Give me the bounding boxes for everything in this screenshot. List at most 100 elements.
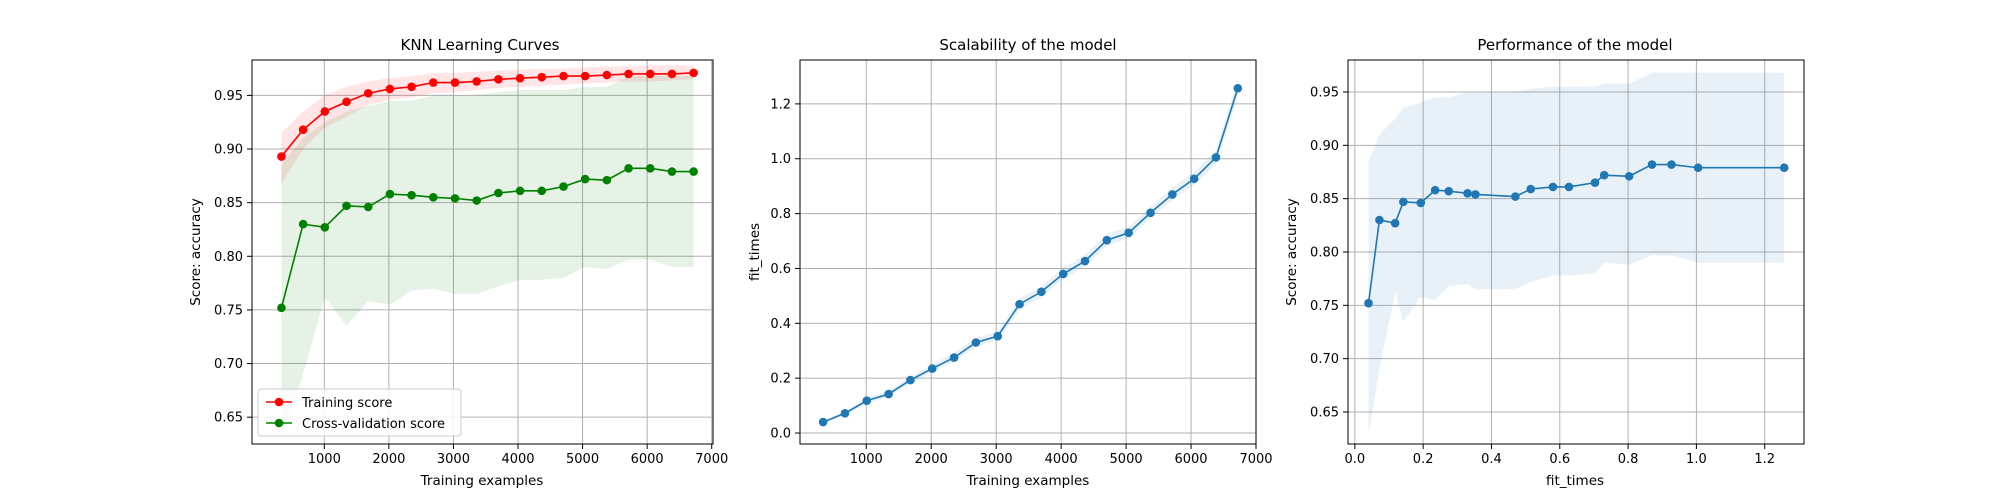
data-point	[277, 152, 286, 161]
x-axis-label: Training examples	[420, 473, 544, 489]
grid	[1348, 60, 1804, 444]
data-point	[971, 338, 981, 347]
data-point	[949, 353, 959, 362]
data-point	[559, 182, 568, 191]
x-tick-label: 1000	[308, 452, 341, 467]
y-tick-label: 1.2	[770, 97, 791, 112]
x-tick-label: 0.6	[1549, 452, 1570, 467]
data-point	[515, 186, 525, 196]
y-ticks: 0.65 0.70 0.75 0.80 0.85 0.90 0.95	[214, 89, 252, 426]
x-tick-label: 6000	[631, 452, 664, 467]
y-tick-label: 0.95	[214, 89, 243, 104]
series-lines	[822, 88, 1239, 423]
grid	[252, 60, 713, 444]
y-tick-label: 0.85	[214, 196, 243, 211]
series-line	[822, 88, 1239, 423]
data-point	[689, 68, 698, 78]
legend-marker-cross-validation	[274, 418, 284, 428]
data-point	[1624, 171, 1634, 181]
data-point	[1590, 178, 1600, 187]
panel-knn-learning-curves: KNN Learning Curves 1000 2000 3000 4000 5000…	[188, 36, 728, 489]
data-point	[624, 69, 633, 79]
legend: Training score Cross-validation score	[257, 388, 462, 437]
data-point	[993, 331, 1003, 341]
y-axis-label: fit_times	[747, 223, 763, 281]
y-tick-label: 0.70	[214, 357, 243, 372]
x-tick-label: 3000	[980, 452, 1013, 467]
data-point	[906, 375, 915, 385]
data-point	[1463, 189, 1472, 198]
data-point	[840, 408, 850, 418]
y-tick-label: 0.80	[1310, 246, 1339, 261]
x-tick-label: 0.2	[1413, 452, 1434, 467]
series-points	[818, 83, 1243, 427]
data-point	[1564, 182, 1574, 192]
data-point	[1779, 163, 1789, 173]
x-tick-label: 6000	[1174, 452, 1207, 467]
data-point	[1364, 298, 1373, 308]
error-band	[281, 76, 694, 439]
x-tick-label: 0.0	[1344, 452, 1365, 467]
data-point	[1390, 218, 1400, 228]
panel-scalability: Scalability of the model 1000 2000 3000 400…	[747, 36, 1273, 489]
data-point	[1526, 184, 1536, 194]
data-point	[580, 174, 590, 184]
data-point	[1511, 192, 1520, 201]
y-tick-label: 0.0	[770, 427, 791, 442]
data-point	[298, 125, 308, 135]
error-band	[1368, 72, 1785, 434]
y-tick-label: 0.75	[214, 303, 243, 318]
data-point	[1124, 228, 1133, 238]
data-point	[862, 396, 872, 405]
y-ticks: 0.0 0.2 0.4 0.6 0.8 1.0 1.2	[770, 97, 800, 442]
data-point	[342, 97, 351, 107]
data-point	[602, 175, 612, 185]
x-axis-label: fit_times	[1546, 473, 1604, 489]
data-point	[1058, 269, 1068, 279]
x-tick-label: 1.0	[1686, 452, 1707, 467]
data-point	[407, 82, 416, 92]
x-tick-label: 1.2	[1754, 452, 1775, 467]
x-tick-label: 4000	[1045, 452, 1078, 467]
data-point	[818, 417, 828, 427]
error-bands	[281, 65, 694, 439]
x-tick-label: 2000	[915, 452, 948, 467]
y-tick-label: 0.2	[770, 372, 791, 387]
y-tick-label: 0.75	[1310, 299, 1339, 314]
x-ticks: 1000 2000 3000 4000 5000 6000 7000	[308, 444, 728, 467]
data-point	[342, 201, 351, 211]
error-band	[281, 65, 694, 184]
data-point	[537, 186, 547, 196]
series-points	[277, 68, 698, 313]
x-tick-label: 7000	[695, 452, 728, 467]
x-tick-label: 3000	[437, 452, 470, 467]
legend-label-cross-validation: Cross-validation score	[302, 417, 445, 432]
x-tick-label: 0.4	[1481, 452, 1502, 467]
data-point	[450, 194, 460, 203]
x-tick-label: 1000	[850, 452, 883, 467]
data-point	[667, 167, 677, 176]
x-tick-label: 0.8	[1618, 452, 1639, 467]
chart-title: KNN Learning Curves	[400, 36, 559, 54]
data-point	[1233, 83, 1243, 93]
data-point	[645, 69, 655, 79]
x-axis-label: Training examples	[966, 473, 1090, 489]
data-point	[1146, 208, 1155, 218]
data-point	[472, 196, 481, 205]
data-point	[1211, 153, 1221, 162]
x-tick-label: 7000	[1239, 452, 1272, 467]
grid	[800, 60, 1257, 444]
data-point	[1548, 182, 1558, 192]
data-point	[645, 164, 655, 173]
data-point	[1667, 160, 1676, 169]
data-point	[450, 78, 460, 87]
legend-label-training: Training score	[301, 396, 392, 411]
data-point	[559, 71, 568, 81]
y-tick-label: 0.6	[770, 262, 791, 277]
y-tick-label: 1.0	[770, 152, 791, 167]
data-point	[1416, 198, 1426, 208]
x-tick-label: 5000	[566, 452, 599, 467]
data-point	[515, 73, 525, 83]
y-tick-label: 0.95	[1310, 86, 1339, 101]
